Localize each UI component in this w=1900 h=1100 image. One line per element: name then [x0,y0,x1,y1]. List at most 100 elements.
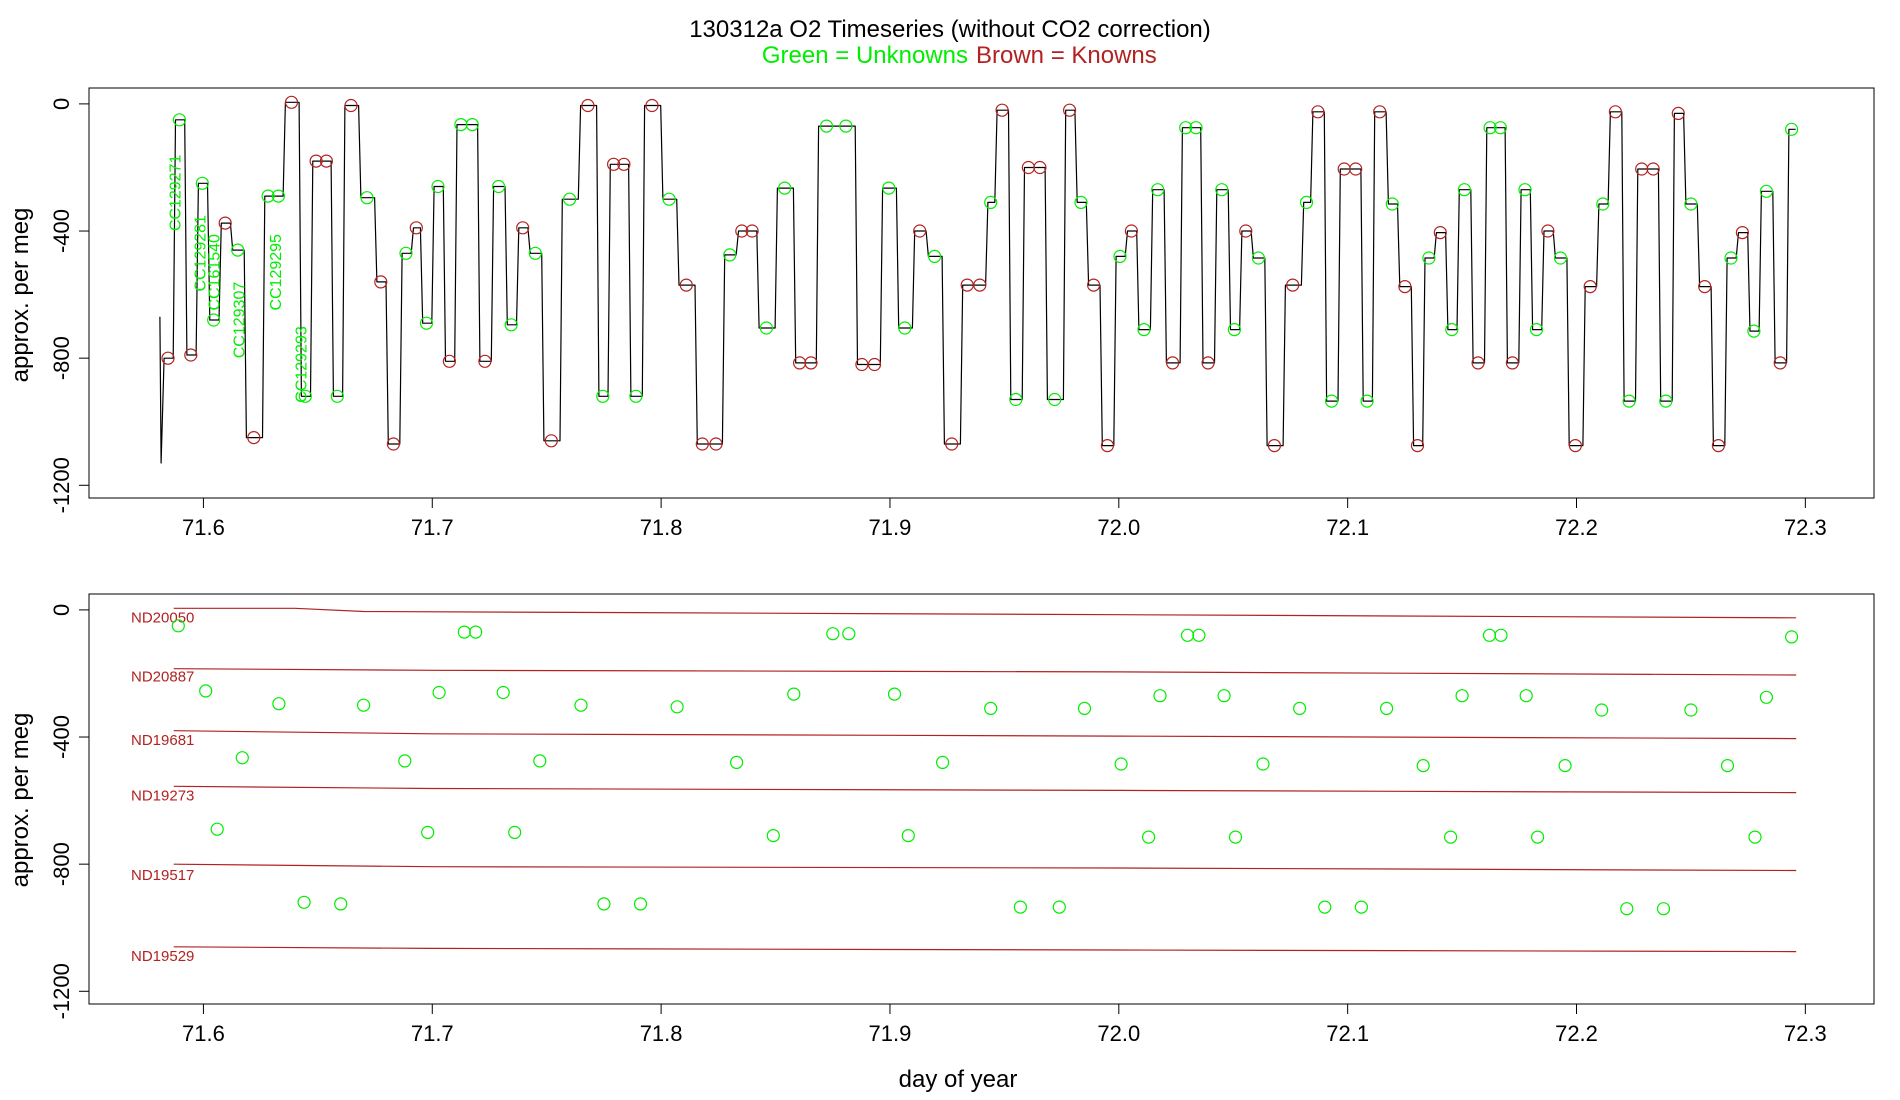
unknown-point [766,828,780,843]
unknown-point [1684,703,1698,717]
known-marker [695,437,709,451]
unknown-point [1482,628,1497,642]
unknown-point [457,625,471,639]
unknown-point [1443,830,1458,844]
unknown-point [1114,757,1128,771]
unknown-point [1530,830,1545,844]
known-marker [1505,356,1520,370]
unknown-marker [1227,323,1242,337]
unknown-point [1141,830,1156,844]
standard-label: ND20887 [131,668,194,685]
known-marker [1267,439,1282,453]
unknown-marker [1009,392,1023,407]
known-marker [344,98,358,113]
unknown-marker [465,117,479,132]
bot-x-tick-label: 72.3 [1784,1021,1827,1046]
axes-bottom: 71.6 71.7 71.8 71.9 72.0 72.1 72.2 72.3 0 -400 -80… [49,604,1827,1046]
standard-line [173,946,1797,953]
unknown-marker [629,389,643,403]
unknown-point [984,701,998,716]
unknown-point [1784,630,1799,644]
unknown-point [670,700,684,714]
known-marker [735,224,749,238]
chart-title: 130312a O2 Timeseries (without CO2 corre… [689,16,1211,43]
bot-x-tick-label: 71.7 [411,1021,454,1046]
standard-label: ND19517 [131,867,194,884]
y-axis-label-top: approx. per meg [7,208,34,383]
known-marker [409,221,423,235]
unknown-point [1455,689,1469,703]
unknown-point [597,897,611,911]
unknown-point [1318,900,1332,914]
unknown-point [1720,758,1735,773]
bot-x-tick-label: 72.1 [1326,1021,1369,1046]
unknown-marker [504,318,518,332]
unknown-marker [172,113,186,127]
unknown-marker [1189,121,1203,135]
known-marker [1433,226,1447,240]
unknown-point [1256,757,1270,771]
known-marker [1165,356,1180,370]
unknown-point [1292,701,1307,716]
known-marker [679,278,693,292]
unknown-marker [1529,323,1544,337]
unknown-point [235,751,249,765]
known-marker [1711,439,1726,453]
unknown-marker [778,181,792,195]
known-marker [184,348,198,362]
known-marker [617,157,631,171]
unknown-point [574,698,588,712]
unknown-marker [1483,121,1497,135]
unknown-marker [1596,197,1610,211]
unknown-marker [261,189,275,203]
known-marker [1410,439,1425,453]
top-x-tick-label: 71.9 [869,515,912,540]
unknown-marker [1360,394,1374,408]
unknown-point [533,754,547,768]
cylinder-annotation: CC161540 [206,234,223,311]
bot-x-tick-label: 71.6 [182,1021,225,1046]
top-x-tick-label: 71.8 [640,515,683,540]
unknown-point [496,685,510,700]
unknown-marker [431,179,445,194]
unknown-point [1354,900,1369,914]
known-marker [581,98,595,113]
unknown-marker [1215,183,1229,197]
known-marker [1398,280,1412,294]
standard-line [173,863,1797,872]
top-x-tick-label: 71.7 [411,515,454,540]
unknown-point [1656,902,1671,916]
unknown-marker [984,195,998,209]
unknown-marker [1553,251,1568,265]
known-marker [1735,226,1750,240]
bot-y-tick-label: 0 [49,604,74,616]
unknown-point [469,625,483,639]
known-marker [1311,105,1325,119]
cylinder-annotation: CC129293 [293,326,310,403]
unknown-point [1077,701,1092,716]
known-marker [945,437,959,451]
bot-y-tick-label: -800 [49,842,74,886]
unknown-marker [1048,392,1062,407]
known-marker [995,103,1009,117]
unknown-marker [1457,183,1472,197]
unknown-point [1558,758,1572,773]
top-x-tick-label: 72.1 [1326,515,1369,540]
standard-label: ND19273 [131,788,194,805]
bot-x-tick-label: 72.2 [1555,1021,1598,1046]
known-marker [442,354,456,368]
unknown-marker [562,192,577,206]
unknown-marker [1445,323,1459,337]
top-y-tick-label: -400 [49,209,74,253]
unknown-marker [271,189,285,203]
unknown-marker [662,192,676,206]
unknown-marker [399,246,413,260]
unknown-marker [898,321,912,335]
axes-top: 71.6 71.7 71.8 71.9 72.0 72.1 72.2 72.3 0 -400 -80… [49,98,1827,540]
unknown-marker [298,389,312,403]
known-marker [247,431,261,445]
standard-label: ND20050 [131,610,194,627]
bot-x-tick-label: 71.9 [869,1021,912,1046]
unknown-point [633,897,648,911]
